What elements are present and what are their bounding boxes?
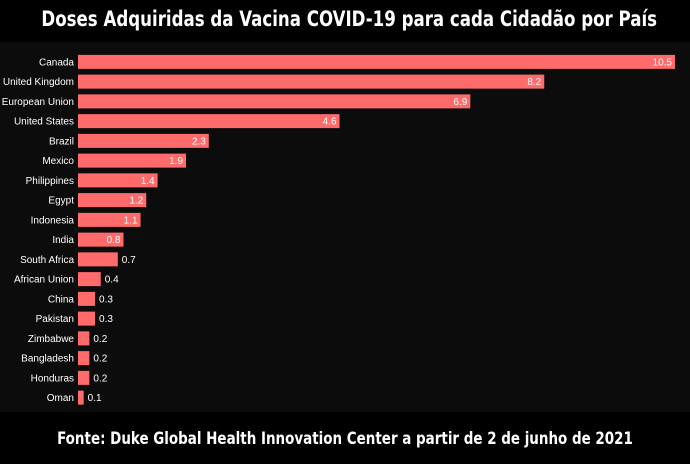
chart-title: Doses Adquiridas da Vacina COVID-19 para… [41,7,658,31]
category-label: Oman [47,393,74,404]
value-label: 0.2 [93,373,107,384]
category-label: China [48,294,75,305]
source-footer: Fonte: Duke Global Health Innovation Cen… [57,429,633,449]
bar [78,351,90,366]
category-label: European Union [2,97,74,108]
bar-chart: Canada 10.5 United Kingdom 8.2 European Unio… [2,54,675,405]
bar [78,331,90,346]
bar [78,291,96,306]
bar [78,370,90,385]
value-label: 0.7 [122,255,136,266]
value-label: 0.3 [99,314,113,325]
category-label: Bangladesh [21,354,74,365]
value-label: 2.3 [192,136,206,147]
category-label: Indonesia [31,215,75,226]
value-label: 0.8 [107,235,121,246]
value-label: 0.4 [105,275,119,286]
value-label: 1.4 [141,176,155,187]
category-label: African Union [14,275,74,286]
bar [78,232,124,247]
value-label: 1.1 [124,215,138,226]
bar [78,153,187,168]
bar [78,390,84,405]
category-label: Canada [39,57,74,68]
bar [78,173,158,188]
value-label: 6.9 [453,97,467,108]
category-label: South Africa [20,255,74,266]
category-label: Mexico [42,156,74,167]
bar [78,311,96,326]
category-label: Philippines [26,176,74,187]
value-label: 4.6 [323,117,337,128]
bar [78,252,118,267]
category-label: Brazil [49,136,74,147]
value-label: 0.1 [88,393,102,404]
category-label: United Kingdom [3,77,74,88]
category-label: Honduras [31,373,74,384]
value-label: 10.5 [653,57,673,68]
category-label: United States [14,117,74,128]
value-label: 0.3 [99,294,113,305]
value-label: 1.2 [129,196,143,207]
bar [78,193,147,208]
chart-panel: Canada 10.5 United Kingdom 8.2 European Unio… [0,42,690,412]
category-label: Zimbabwe [28,334,75,345]
bar [78,212,141,227]
category-label: Egypt [48,196,74,207]
value-label: 1.9 [169,156,183,167]
value-label: 0.2 [93,354,107,365]
value-label: 0.2 [93,334,107,345]
bar [78,74,545,89]
bar [78,94,471,109]
category-label: India [52,235,74,246]
bar [78,54,675,69]
bar [78,133,209,148]
bar [78,114,340,129]
value-label: 8.2 [527,77,541,88]
category-label: Pakistan [36,314,74,325]
bar [78,272,101,287]
